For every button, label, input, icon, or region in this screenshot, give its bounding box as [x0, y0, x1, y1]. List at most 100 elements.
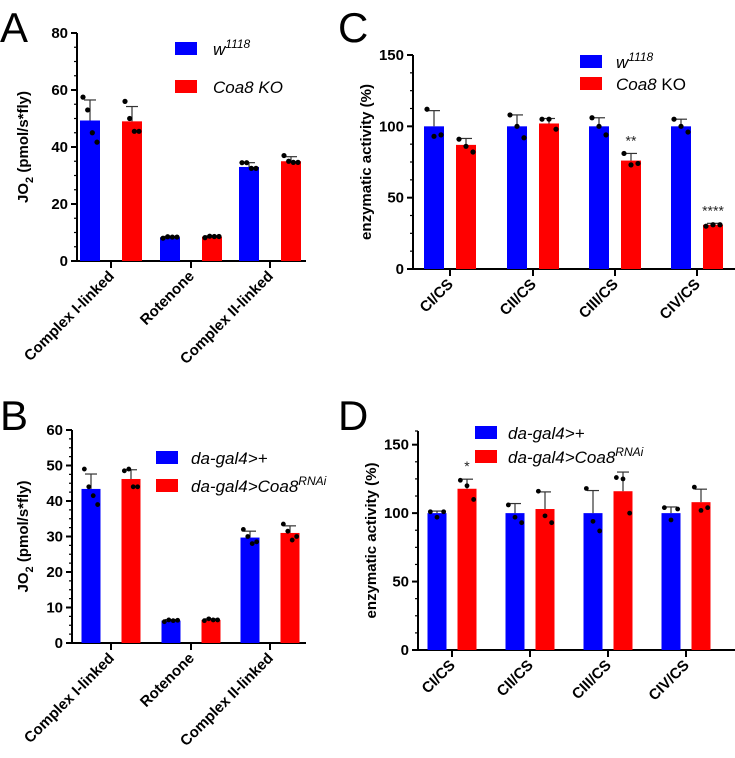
bar-da-gal4-coa8rnai	[201, 619, 221, 643]
y-axis-label-sub: 2	[24, 177, 36, 183]
y-tick-label: 40	[51, 139, 68, 156]
data-point	[635, 160, 641, 167]
data-point	[463, 143, 469, 149]
data-point	[131, 128, 137, 134]
legend-label: da-gal4>Coa8RNAi	[508, 445, 644, 467]
data-point	[121, 468, 127, 474]
y-tick-label: 150	[384, 437, 409, 454]
legend-swatch	[580, 77, 602, 90]
bar-w1118	[424, 126, 444, 269]
data-point	[535, 488, 541, 494]
data-point	[249, 541, 255, 546]
legend-label: Coa8 KO	[616, 75, 686, 94]
y-axis-label-main: JO	[15, 183, 32, 203]
data-point	[628, 162, 634, 168]
legend-swatch	[475, 426, 497, 439]
data-point	[201, 618, 207, 624]
data-point	[597, 528, 603, 534]
y-tick-label: 50	[392, 574, 409, 591]
data-point	[717, 222, 723, 228]
bar-da-gal4-	[661, 513, 681, 650]
y-tick-label: 20	[51, 196, 68, 213]
data-point	[206, 616, 212, 622]
y-tick-label: 40	[46, 493, 63, 510]
y-axis-label: JO2 (pmol/s*fly)	[15, 91, 36, 203]
x-tick-label: CIII/CS	[576, 276, 622, 322]
data-point	[456, 136, 462, 142]
bar-w1118	[507, 126, 527, 269]
y-tick-label: 0	[60, 253, 68, 270]
bar-coa8-ko	[539, 123, 559, 269]
bar-w1118	[589, 126, 609, 269]
data-point	[464, 483, 470, 489]
data-point	[698, 507, 704, 513]
panel-letter: B	[0, 392, 28, 439]
y-axis-label-main: enzymatic activity (%)	[363, 463, 380, 619]
y-tick-label: 0	[55, 635, 63, 652]
data-point	[290, 159, 296, 165]
data-point	[211, 233, 217, 240]
data-point	[519, 520, 525, 526]
data-point	[240, 527, 246, 532]
data-point	[161, 619, 167, 625]
legend-label-sup: 1118	[225, 37, 250, 51]
legend-swatch	[175, 42, 197, 55]
data-point	[539, 116, 545, 122]
y-axis-label-rest: (pmol/s*fly)	[15, 481, 32, 567]
data-point	[207, 233, 213, 239]
data-point	[471, 497, 477, 502]
bar-da-gal4-	[583, 513, 603, 650]
y-tick-label: 100	[379, 118, 404, 135]
panel-letter: A	[0, 4, 28, 51]
x-tick-label: Rotenone	[137, 268, 198, 329]
x-tick-label: Complex I-linked	[21, 268, 118, 365]
data-point	[431, 133, 437, 139]
data-point	[244, 160, 250, 166]
significance-label: *	[464, 458, 470, 474]
legend-label: w1118	[616, 50, 654, 72]
data-point	[80, 94, 86, 100]
bar-da-gal4-	[505, 513, 525, 650]
data-point	[169, 234, 175, 240]
panel-B: B 0 10 20 30 40 50 60 JO2 (pmol/s*fly) Complex I-…	[0, 392, 327, 750]
data-point	[160, 235, 166, 241]
legend-label-text: Coa8 KO	[213, 78, 283, 97]
data-point	[427, 509, 433, 515]
data-point	[549, 520, 555, 526]
data-point	[470, 149, 476, 155]
panel-A: A 0 20 40 60 80 JO2 (pmol/s*fly) Complex I-link…	[0, 4, 306, 368]
data-point	[668, 517, 674, 523]
data-point	[90, 493, 96, 499]
legend-label: Coa8 KO	[213, 78, 283, 97]
data-point	[546, 116, 552, 122]
bar-da-gal4-	[240, 537, 260, 643]
data-point	[457, 477, 463, 483]
y-axis-label-sub: 2	[24, 566, 36, 572]
legend-label-text: da-gal4>Coa8	[508, 448, 616, 467]
data-point	[127, 115, 133, 122]
bar-da-gal4-coa8rnai	[613, 491, 633, 650]
y-tick-label: 30	[46, 529, 63, 546]
data-point	[685, 129, 691, 135]
data-point	[589, 115, 595, 121]
x-tick-label: CIV/CS	[656, 276, 703, 323]
data-point	[705, 505, 711, 511]
data-point	[438, 132, 444, 138]
data-point	[289, 537, 295, 543]
data-point	[202, 235, 208, 241]
data-point	[590, 518, 596, 524]
data-point	[281, 152, 287, 159]
legend-label-sup: 1118	[628, 50, 653, 64]
data-point	[215, 617, 221, 623]
y-tick-label: 60	[51, 82, 68, 99]
legend-swatch	[175, 80, 197, 93]
x-tick-label: Complex I-linked	[21, 650, 118, 747]
data-point	[248, 165, 254, 171]
legend-label-text: Coa8	[616, 75, 657, 94]
data-point	[170, 618, 176, 624]
data-point	[613, 475, 619, 480]
legend-label-sup: RNAi	[615, 445, 643, 459]
y-axis-label-rest: (pmol/s*fly)	[15, 91, 32, 177]
data-point	[166, 617, 172, 623]
data-point	[245, 534, 251, 539]
